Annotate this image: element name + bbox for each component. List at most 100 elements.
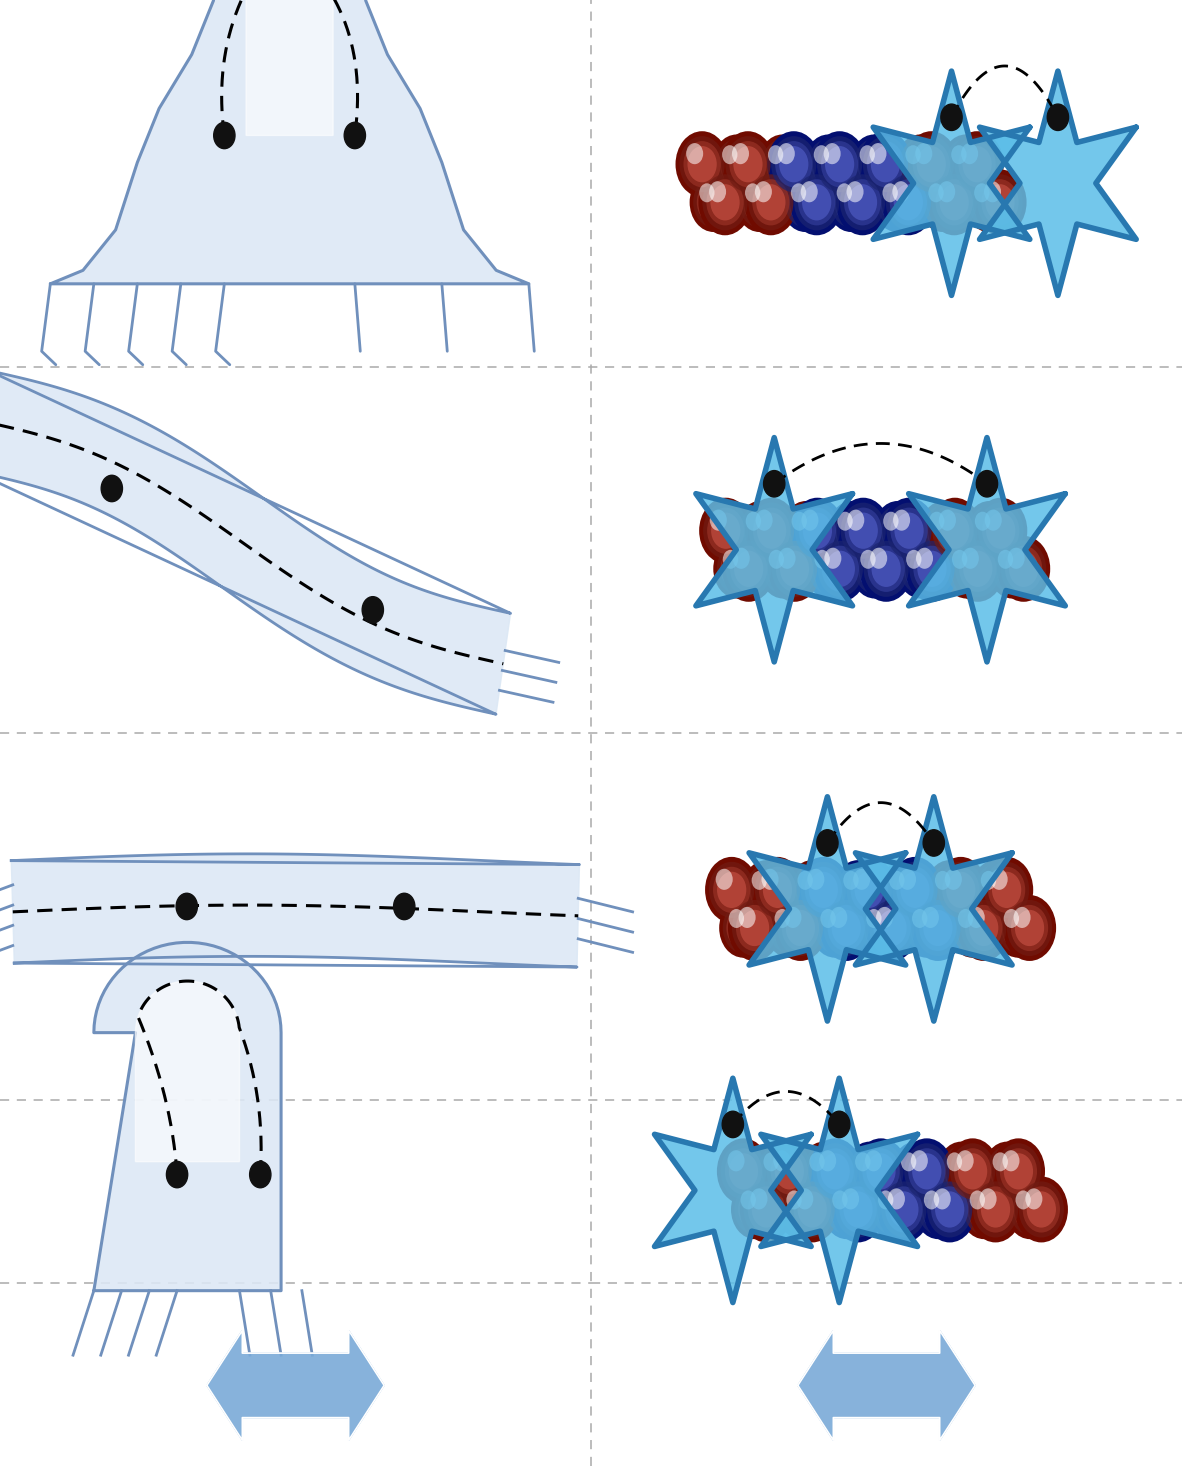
Circle shape [873, 905, 910, 951]
Circle shape [901, 1152, 916, 1171]
Circle shape [798, 871, 813, 890]
Circle shape [845, 1142, 894, 1201]
Circle shape [821, 912, 847, 944]
Circle shape [884, 515, 911, 547]
Circle shape [729, 909, 745, 928]
Circle shape [745, 170, 798, 235]
Circle shape [879, 861, 928, 919]
Circle shape [862, 553, 888, 585]
Circle shape [1017, 1193, 1043, 1226]
Circle shape [743, 1182, 790, 1237]
Circle shape [800, 862, 846, 918]
Circle shape [979, 869, 1012, 910]
Circle shape [898, 1151, 933, 1192]
Circle shape [799, 507, 836, 554]
Circle shape [905, 145, 921, 164]
Circle shape [939, 182, 955, 202]
Circle shape [946, 1138, 999, 1205]
Circle shape [733, 548, 749, 569]
Circle shape [888, 1189, 905, 1209]
Circle shape [972, 182, 1005, 223]
Circle shape [953, 148, 979, 180]
Circle shape [713, 135, 760, 194]
Circle shape [986, 185, 1014, 220]
Circle shape [883, 865, 924, 915]
Circle shape [866, 1154, 896, 1189]
Circle shape [820, 909, 836, 928]
Circle shape [813, 132, 866, 196]
Circle shape [739, 907, 755, 928]
Polygon shape [749, 798, 905, 1020]
Circle shape [918, 1185, 959, 1234]
Circle shape [752, 179, 790, 226]
Circle shape [865, 894, 918, 962]
Circle shape [732, 144, 749, 164]
Circle shape [868, 912, 894, 944]
Circle shape [1047, 104, 1069, 130]
Circle shape [860, 550, 876, 569]
Circle shape [926, 861, 973, 919]
Circle shape [814, 148, 842, 180]
Circle shape [739, 177, 780, 227]
Circle shape [759, 539, 807, 598]
Circle shape [978, 174, 1022, 230]
Circle shape [992, 544, 1033, 594]
Polygon shape [207, 1331, 384, 1440]
Circle shape [1004, 1154, 1033, 1189]
Circle shape [688, 147, 716, 182]
Circle shape [991, 869, 1008, 890]
Circle shape [807, 1151, 840, 1192]
Circle shape [742, 1193, 768, 1226]
Circle shape [873, 173, 921, 232]
Circle shape [749, 869, 782, 910]
Circle shape [890, 874, 917, 906]
Circle shape [768, 903, 810, 953]
Circle shape [870, 144, 886, 164]
Circle shape [838, 515, 865, 547]
Circle shape [901, 872, 929, 907]
Circle shape [907, 550, 922, 569]
Circle shape [709, 862, 754, 918]
Circle shape [889, 856, 942, 924]
Circle shape [923, 830, 944, 856]
Circle shape [249, 1161, 271, 1187]
Circle shape [786, 506, 826, 556]
Circle shape [717, 872, 746, 907]
Circle shape [950, 132, 1004, 196]
Circle shape [775, 141, 812, 188]
Circle shape [931, 1186, 968, 1233]
Circle shape [916, 147, 946, 182]
Circle shape [903, 144, 936, 185]
Circle shape [781, 173, 829, 232]
Circle shape [967, 1189, 1001, 1230]
Circle shape [845, 507, 882, 554]
Circle shape [768, 145, 784, 164]
Circle shape [730, 1180, 779, 1239]
Circle shape [926, 1193, 952, 1226]
Circle shape [716, 1138, 771, 1205]
Polygon shape [761, 1079, 917, 1303]
Circle shape [803, 185, 831, 220]
Circle shape [821, 141, 858, 188]
Circle shape [765, 1155, 791, 1187]
Polygon shape [909, 437, 1065, 663]
Circle shape [980, 856, 1033, 924]
Circle shape [933, 503, 978, 559]
Circle shape [813, 535, 866, 601]
Circle shape [972, 861, 1019, 919]
Circle shape [959, 545, 996, 592]
Circle shape [869, 1180, 916, 1239]
Circle shape [946, 872, 975, 907]
Circle shape [917, 551, 947, 586]
Circle shape [844, 1192, 872, 1227]
Circle shape [859, 145, 875, 164]
Circle shape [804, 135, 852, 194]
Circle shape [844, 874, 871, 906]
Circle shape [833, 1193, 859, 1226]
Circle shape [970, 1193, 998, 1226]
Circle shape [935, 1192, 965, 1227]
Circle shape [1006, 1180, 1054, 1239]
Circle shape [772, 907, 806, 949]
Circle shape [785, 907, 801, 928]
Circle shape [961, 144, 979, 164]
